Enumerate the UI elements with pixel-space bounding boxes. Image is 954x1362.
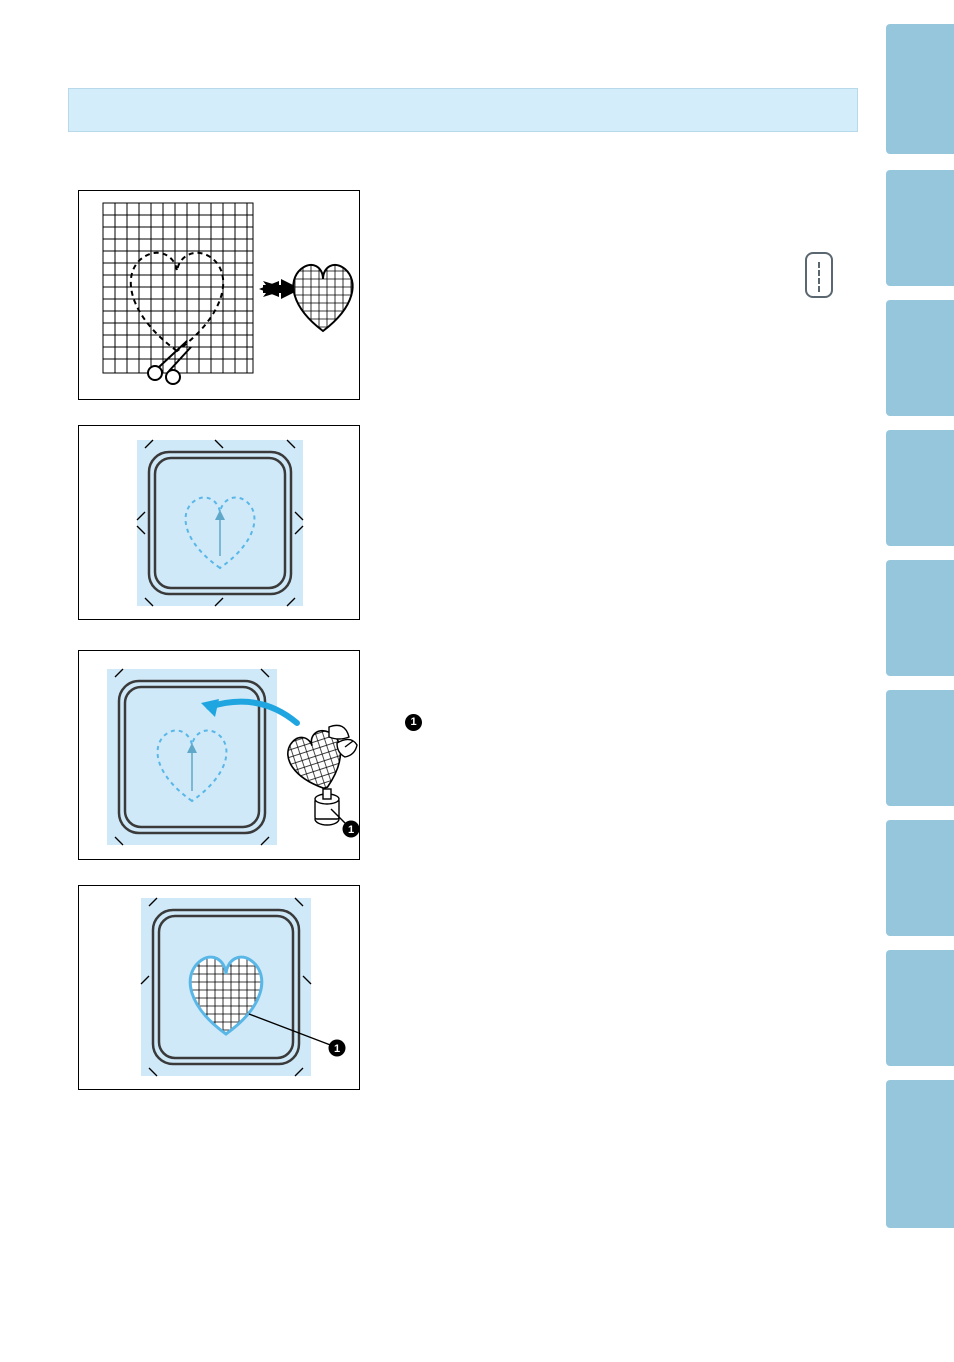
figure-4-svg: 1 — [79, 886, 359, 1089]
figure-step-2 — [78, 425, 360, 620]
side-tab-1 — [886, 24, 954, 154]
figure-step-4: 1 — [78, 885, 360, 1090]
callout-bullet-icon: 1 — [405, 714, 422, 731]
figure-3-svg: 1 — [79, 651, 359, 859]
side-tab-5 — [886, 560, 954, 676]
figure-step-1 — [78, 190, 360, 400]
side-tab-2 — [886, 170, 954, 286]
figure-step-3: 1 — [78, 650, 360, 860]
section-heading-band — [68, 88, 858, 132]
stitch-key-icon — [805, 252, 833, 298]
side-tab-6 — [886, 690, 954, 806]
side-tab-7 — [886, 820, 954, 936]
figure-1-svg — [79, 191, 359, 399]
side-tab-10 — [886, 1168, 954, 1228]
side-tab-4 — [886, 430, 954, 546]
side-tab-8 — [886, 950, 954, 1066]
side-tab-3 — [886, 300, 954, 416]
svg-text:1: 1 — [348, 824, 354, 836]
figure-2-svg — [79, 426, 359, 619]
step-callout-right: 1 — [405, 712, 426, 731]
svg-text:1: 1 — [334, 1043, 340, 1055]
